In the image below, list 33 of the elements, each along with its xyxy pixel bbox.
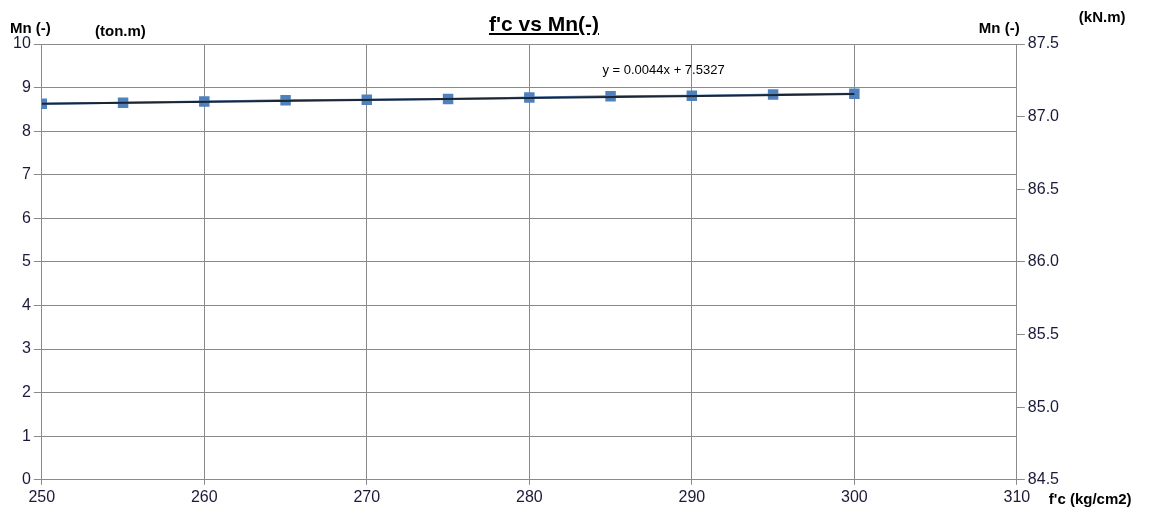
y-tick-label: 6 [21,208,31,226]
y2-axis-title: Mn (-) [978,19,1020,36]
y-tick-label: 9 [21,77,31,95]
text: (ton.m) [95,22,146,39]
point [849,88,860,99]
chart-title: f'c vs Mn(-) [489,12,599,35]
x-tick-label: 260 [190,487,218,505]
x-axis-title: f'c (kg/cm2) [1048,489,1132,507]
y-axis-title: Mn (-) [10,19,51,36]
y2-tick-label: 87.5 [1027,34,1060,52]
y-tick-label: 5 [21,252,31,270]
x-tick-label: 270 [353,487,381,505]
text: (kN.m) [1078,8,1126,25]
y-tick-label: 8 [21,121,31,139]
y-tick-label: 2 [21,383,31,401]
y2-tick-label: 86.5 [1027,179,1060,197]
y-tick-label: 4 [21,295,31,313]
y2-tick-label: 85.5 [1027,324,1060,342]
y-tick-label: 0 [21,470,31,488]
y2-tick-label: 87.0 [1027,107,1060,125]
y-tick-label: 3 [21,339,31,357]
x-tick-label: 300 [841,487,868,505]
y-tick-label: 7 [21,165,31,183]
x-tick-label: 280 [515,487,543,505]
x-tick-label: 310 [1003,487,1031,505]
y2-tick-label: 85.0 [1027,397,1060,415]
y-tick-label: 1 [21,426,31,444]
x-tick-label: 250 [28,487,56,505]
y-tick-label: 10 [13,34,31,52]
y2-tick-label: 86.0 [1027,252,1060,270]
y2-tick-label: 84.5 [1027,470,1060,488]
x-tick-label: 290 [678,487,706,505]
annotation: y = 0.0044x + 7.5327 [602,62,725,77]
